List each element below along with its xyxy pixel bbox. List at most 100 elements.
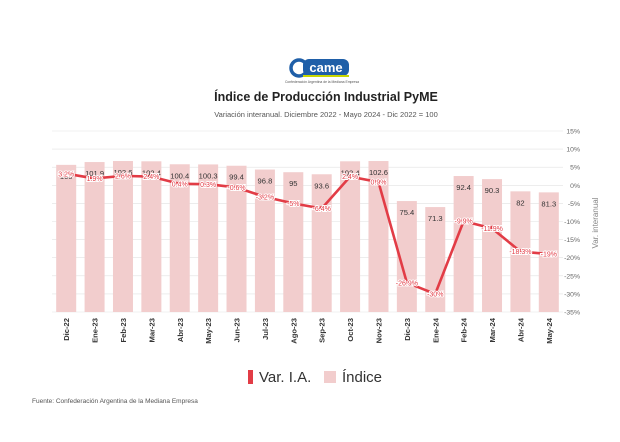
grid-lines <box>52 130 563 313</box>
line-var-ia <box>65 172 549 296</box>
x-axis-tick-label: Ene-23 <box>91 318 100 343</box>
bar-indice <box>283 172 304 312</box>
bar-indice <box>226 165 247 312</box>
line-value-label: 2.4% <box>143 174 159 181</box>
bar-value-label: 102.4 <box>142 168 161 177</box>
chart-subtitle: Variación interanual. Diciembre 2022 - M… <box>214 110 438 119</box>
legend-item-var-ia: Var. I.A. <box>248 369 311 386</box>
legend-marker-indice <box>324 371 336 383</box>
legend-label-var-ia: Var. I.A. <box>259 369 311 386</box>
bar-value-label: 102.4 <box>341 168 360 177</box>
right-axis-tick-label: -35% <box>564 310 580 317</box>
line-series-var-ia <box>63 171 552 297</box>
legend-marker-var-ia <box>248 370 253 384</box>
x-axis-tick-label: Mar-24 <box>488 317 497 342</box>
bar-value-label: 75.4 <box>399 208 414 217</box>
x-axis-tick-label: Oct-23 <box>346 318 355 342</box>
line-point-var-ia <box>461 218 467 224</box>
line-point-var-ia <box>262 194 268 200</box>
right-axis-tick-label: 0% <box>570 183 580 190</box>
line-value-label: -6.4% <box>313 206 331 213</box>
line-value-label: -9.9% <box>454 219 472 226</box>
bar-indice <box>141 161 162 312</box>
line-point-var-ia <box>91 175 98 182</box>
x-axis-tick-label: Dic-23 <box>403 318 412 341</box>
bar-value-label: 99.4 <box>229 173 244 182</box>
line-point-var-ia <box>148 174 154 180</box>
right-axis-tick-label: -30% <box>564 291 580 298</box>
bar-value-label: 96.8 <box>258 177 273 186</box>
bar-value-label: 102.6 <box>369 168 388 177</box>
line-value-label: 1.9% <box>87 176 103 183</box>
x-axis-tick-label: May-23 <box>204 318 213 344</box>
right-axis-tick-label: 15% <box>566 129 580 136</box>
line-point-var-ia <box>205 181 211 187</box>
x-axis-tick-label: Abr-23 <box>176 318 185 342</box>
bar-indice <box>425 207 446 312</box>
line-point-var-ia <box>517 248 524 255</box>
legend-item-indice: Índice <box>324 369 382 386</box>
chart-title: Índice de Producción Industrial PyME <box>214 89 438 104</box>
right-axis-tick-label: 5% <box>570 165 580 172</box>
logo-box <box>303 59 349 76</box>
line-point-var-ia <box>120 173 126 179</box>
logo-underline <box>303 75 349 77</box>
bar-indice <box>311 174 332 312</box>
bar-indice <box>84 162 105 312</box>
line-point-var-ia <box>375 179 382 185</box>
bar-indice <box>112 161 133 312</box>
right-axis-tick-label: 10% <box>566 147 580 154</box>
right-axis-tick-labels: 15% 10% 5% 0% -5% -10% -15% -20% -25% -30% -35% <box>564 129 580 317</box>
line-point-var-ia <box>489 225 495 231</box>
bar-value-label: 90.3 <box>485 186 500 195</box>
bar-indice <box>254 169 275 312</box>
line-point-var-ia <box>319 205 325 212</box>
bar-indice <box>56 164 77 312</box>
legend-label-indice: Índice <box>342 369 382 386</box>
bar-value-label: 95 <box>289 179 297 188</box>
right-axis-tick-label: -5% <box>568 201 580 208</box>
line-point-var-ia <box>347 174 353 180</box>
right-axis-tick-label: -25% <box>564 273 580 280</box>
bar-indice <box>482 179 503 312</box>
x-axis-tick-label: Abr-24 <box>516 317 525 342</box>
x-axis-tick-label: Sep-23 <box>318 318 327 343</box>
x-axis-tick-label: Nov-23 <box>374 318 383 343</box>
bar-value-label: 100.4 <box>170 171 189 180</box>
x-axis-tick-label: Ene-24 <box>431 317 440 343</box>
bar-value-label: 101.9 <box>85 169 104 178</box>
logo-tagline: Confederación Argentina de la Mediana Em… <box>285 80 359 84</box>
x-axis-tick-label: Dic-22 <box>62 318 71 341</box>
line-point-var-ia <box>290 200 296 206</box>
bar-indice <box>453 176 474 312</box>
right-axis-tick-label: -15% <box>564 237 580 244</box>
line-point-var-ia <box>404 280 410 286</box>
line-value-label: -5% <box>287 201 299 208</box>
x-axis-tick-label: Jul-23 <box>261 318 270 340</box>
line-value-label: 2.4% <box>342 174 358 181</box>
line-data-labels: 3.2% 1.9% 2.6% 2.4% 0.4% 0.3% -0.6% -3.2% -5% -6.… <box>57 170 558 299</box>
bar-indice <box>198 164 219 312</box>
bar-value-label: 100.3 <box>199 171 218 180</box>
line-value-label: 3.2% <box>58 171 74 178</box>
x-axis-tick-label: Feb-23 <box>119 318 128 342</box>
bar-series-indice <box>56 161 559 312</box>
line-point-var-ia <box>233 184 240 191</box>
bar-indice <box>340 161 361 312</box>
line-value-label: -11.9% <box>481 226 503 233</box>
line-point-var-ia <box>546 251 552 257</box>
bar-value-label: 81.3 <box>541 199 556 208</box>
line-value-label: 2.6% <box>115 173 131 180</box>
line-value-label: -18.3% <box>509 249 531 256</box>
x-axis-tick-labels: Dic-22 Ene-23 Feb-23 Mar-23 Abr-23 May-23 Jun-… <box>62 317 554 344</box>
x-axis-tick-label: Ago-23 <box>289 318 298 344</box>
right-axis-label: Var. interanual <box>591 197 600 248</box>
line-value-label: -0.6% <box>227 185 245 192</box>
x-axis-tick-label: Jun-23 <box>233 318 242 342</box>
line-value-label: -19% <box>541 252 557 259</box>
right-axis-tick-label: -10% <box>564 219 580 226</box>
right-axis-tick-label: -20% <box>564 255 580 262</box>
line-point-var-ia <box>63 171 69 177</box>
